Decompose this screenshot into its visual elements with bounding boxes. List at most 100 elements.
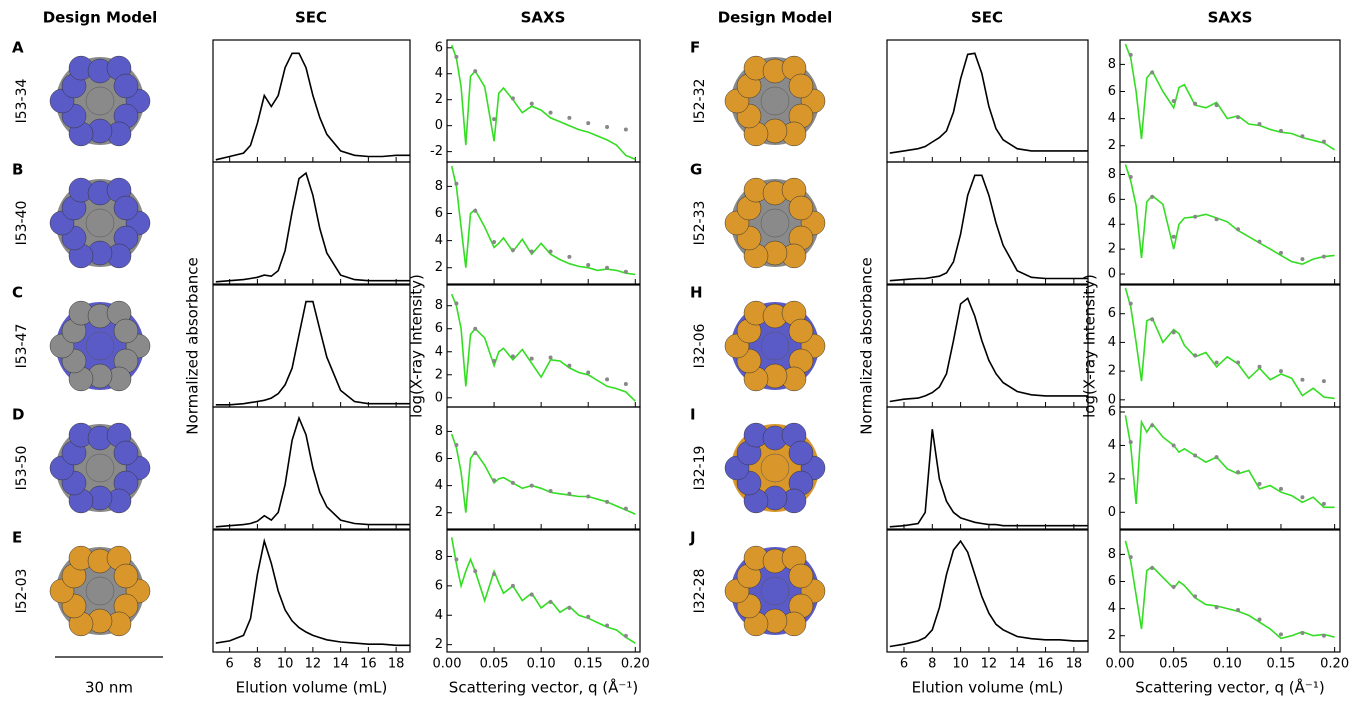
data-point xyxy=(623,269,628,274)
data-point xyxy=(454,557,459,562)
data-point xyxy=(1257,239,1262,244)
y-tick-label: 4 xyxy=(1108,111,1116,126)
y-tick-label: 8 xyxy=(1108,167,1116,182)
data-point xyxy=(548,489,553,494)
data-point xyxy=(1193,101,1198,106)
curve xyxy=(889,429,1088,528)
x-tick-label: 14 xyxy=(1009,657,1026,672)
x-tick-label: 0.05 xyxy=(1159,657,1188,672)
data-point xyxy=(510,354,515,359)
model-core xyxy=(85,86,115,116)
curve xyxy=(889,52,1088,154)
model-subunit xyxy=(113,440,139,466)
data-point xyxy=(1128,52,1133,57)
curve xyxy=(215,300,410,406)
plot-frame xyxy=(886,406,1089,530)
x-tick-label: 0.00 xyxy=(433,657,462,672)
curve xyxy=(450,293,636,402)
model-core xyxy=(85,576,115,606)
x-tick-label: 12 xyxy=(981,657,998,672)
data-point xyxy=(623,506,628,511)
data-point xyxy=(1300,257,1305,262)
data-point xyxy=(586,263,591,268)
y-tick-label: 6 xyxy=(1108,84,1116,99)
y-tick-label: 8 xyxy=(1108,547,1116,562)
data-point xyxy=(1300,377,1305,382)
x-tick-label: 16 xyxy=(360,657,377,672)
curve xyxy=(1124,43,1336,151)
curve xyxy=(215,537,410,647)
model-core xyxy=(760,86,790,116)
x-tick-label: 18 xyxy=(388,657,405,672)
data-point xyxy=(492,572,497,577)
column-header: SAXS xyxy=(1208,9,1253,27)
y-tick-label: 2 xyxy=(435,92,443,107)
x-tick-label: 10 xyxy=(952,657,969,672)
data-point xyxy=(1278,369,1283,374)
y-axis-label: log(X-ray Intensity) xyxy=(408,274,426,418)
data-point xyxy=(567,254,572,259)
panel-letter: G xyxy=(690,161,702,179)
column-header: Design Model xyxy=(43,9,158,27)
x-tick-label: 18 xyxy=(1066,657,1083,672)
data-point xyxy=(1321,254,1326,259)
data-point xyxy=(529,249,534,254)
y-tick-label: 6 xyxy=(1108,306,1116,321)
panel-letter: E xyxy=(12,529,22,547)
design-model xyxy=(724,300,826,392)
y-tick-label: 4 xyxy=(435,608,443,623)
data-point xyxy=(1321,633,1326,638)
plot-frame xyxy=(212,529,411,653)
y-tick-label: 6 xyxy=(435,40,443,55)
y-tick-label: 2 xyxy=(1108,364,1116,379)
plot-frame xyxy=(1119,39,1341,163)
y-tick-label: 6 xyxy=(435,206,443,221)
scale-bar-label: 30 nm xyxy=(85,679,133,697)
data-point xyxy=(510,96,515,101)
data-point xyxy=(548,110,553,115)
plot-frame xyxy=(446,161,641,285)
data-point xyxy=(473,451,478,456)
data-point xyxy=(473,569,478,574)
x-tick-label: 6 xyxy=(226,657,234,672)
plot-frame xyxy=(1119,284,1341,408)
data-point xyxy=(529,592,534,597)
panel-letter: C xyxy=(12,284,23,302)
data-point xyxy=(1278,632,1283,637)
y-tick-label: 2 xyxy=(435,637,443,652)
design-name: I53-34 xyxy=(14,79,30,124)
plot-frame xyxy=(446,529,641,653)
data-point xyxy=(1171,443,1176,448)
plot-frame xyxy=(446,406,641,530)
plot-frame xyxy=(886,161,1089,285)
y-tick-label: 6 xyxy=(435,321,443,336)
data-point xyxy=(567,115,572,120)
model-subunit xyxy=(788,195,814,221)
data-point xyxy=(1321,139,1326,144)
model-core xyxy=(85,453,115,483)
data-point xyxy=(1257,122,1262,127)
data-point xyxy=(492,239,497,244)
data-point xyxy=(1257,617,1262,622)
data-point xyxy=(1193,353,1198,358)
model-core xyxy=(760,576,790,606)
curve xyxy=(215,52,410,161)
data-point xyxy=(1171,584,1176,589)
panel-letter: B xyxy=(12,161,23,179)
model-core xyxy=(760,453,790,483)
y-tick-label: 2 xyxy=(435,260,443,275)
y-tick-label: 8 xyxy=(435,179,443,194)
model-subunit xyxy=(113,318,139,344)
data-point xyxy=(492,478,497,483)
x-tick-label: 6 xyxy=(900,657,908,672)
y-tick-label: 2 xyxy=(435,367,443,382)
data-point xyxy=(529,356,534,361)
model-subunit xyxy=(113,563,139,589)
data-point xyxy=(548,600,553,605)
design-model xyxy=(724,545,826,637)
x-tick-label: 0.15 xyxy=(1266,657,1295,672)
data-point xyxy=(1171,99,1176,103)
y-tick-label: 6 xyxy=(435,578,443,593)
data-point xyxy=(1128,440,1133,445)
data-point xyxy=(1300,631,1305,636)
